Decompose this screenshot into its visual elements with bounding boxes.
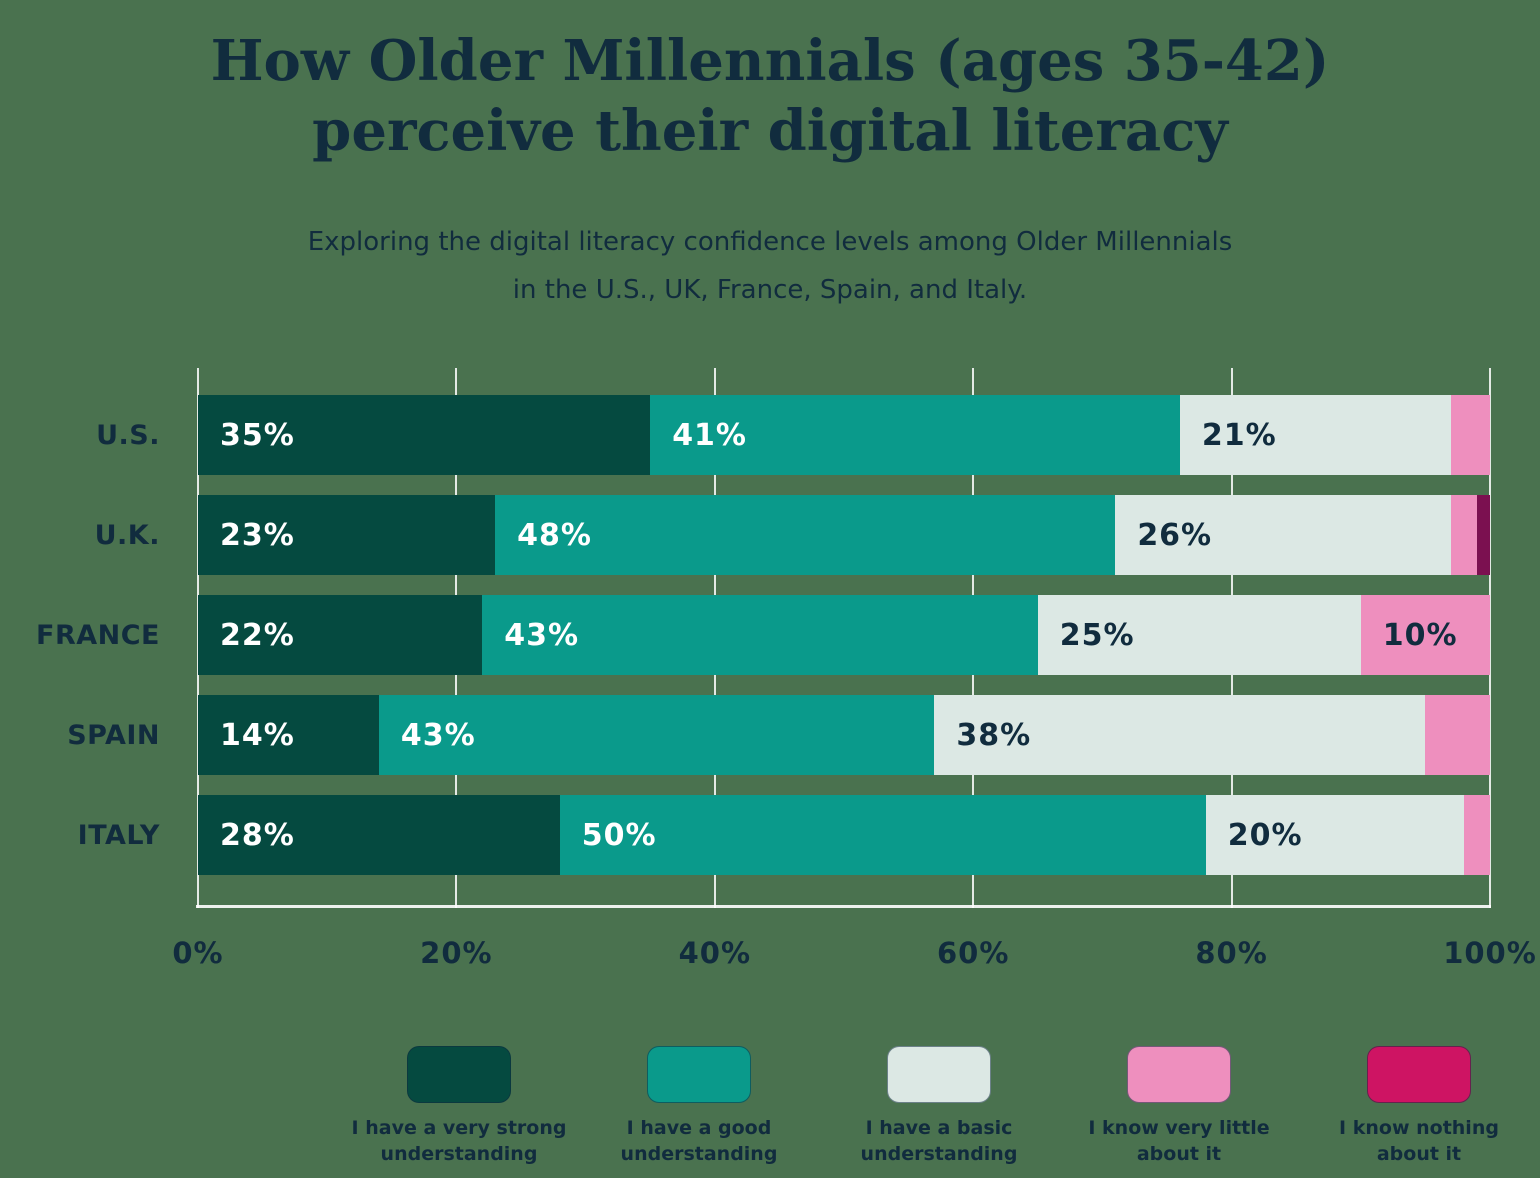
bar-segment: 43% (378, 695, 935, 775)
page-title-line-1: How Older Millennials (ages 35-42) (210, 28, 1330, 94)
x-axis-tick-label: 80% (1195, 936, 1268, 970)
bars: 35% 41% 21% 23% 48% 26% 22% 43% 25% 10% 14% 43% 38% 2… (198, 395, 1490, 895)
bar-value-label: 50% (581, 817, 657, 853)
bar-value-label: 21% (1201, 417, 1277, 453)
bar-row: 22% 43% 25% 10% (198, 595, 1490, 675)
category-label: U.S. (96, 419, 160, 451)
x-axis-tick-label: 40% (678, 936, 752, 970)
category-label: ITALY (77, 819, 160, 851)
legend-swatch (1367, 1046, 1471, 1103)
bar-segment: 21% (1179, 395, 1452, 475)
bar-value-label: 20% (1227, 817, 1303, 853)
bar-segment: 26% (1115, 495, 1452, 575)
category-axis: U.S. U.K. FRANCE SPAIN ITALY (0, 395, 160, 895)
bar-segment: 50% (559, 795, 1206, 875)
bar-value-label: 43% (400, 717, 476, 753)
legend-swatch (647, 1046, 751, 1103)
x-axis-line (196, 905, 1491, 908)
bar-value-label: 41% (672, 417, 747, 453)
bar-value-label: 25% (1059, 617, 1135, 653)
bar-segment: 28% (198, 795, 560, 875)
bar-segment: 22% (198, 595, 483, 675)
legend-item: I have a basic understanding (828, 1046, 1050, 1167)
category-label: FRANCE (36, 619, 160, 651)
bar-segment (1451, 495, 1478, 575)
bar-row: 28% 50% 20% (198, 795, 1490, 875)
legend-swatch (1127, 1046, 1231, 1103)
legend-swatch (887, 1046, 991, 1103)
legend-label: I have a good understanding (620, 1117, 778, 1165)
legend-label: I know very little about it (1088, 1117, 1270, 1165)
page-subtitle-line-2: in the U.S., UK, France, Spain, and Ital… (512, 275, 1028, 306)
page-subtitle: Exploring the digital literacy confidenc… (0, 218, 1540, 314)
bar-value-label: 10% (1382, 617, 1458, 653)
category-label: SPAIN (67, 719, 160, 751)
bar-row: 23% 48% 26% (198, 495, 1490, 575)
bar-segment: 35% (198, 395, 651, 475)
bar-segment (1464, 795, 1490, 875)
legend: I have a very strong understanding I have… (348, 1046, 1530, 1167)
bar-segment: 14% (198, 695, 379, 775)
legend-item: I have a good understanding (588, 1046, 810, 1167)
bar-value-label: 43% (504, 617, 580, 653)
bar-segment: 20% (1205, 795, 1465, 875)
bar-segment: 43% (482, 595, 1038, 675)
bar-segment: 48% (495, 495, 1116, 575)
page-title-line-2: perceive their digital literacy (312, 98, 1228, 164)
legend-item: I know very little about it (1068, 1046, 1290, 1167)
bar-segment (1425, 695, 1490, 775)
gridline (1489, 368, 1491, 908)
legend-label: I have a very strong understanding (351, 1117, 567, 1165)
bar-value-label: 28% (220, 817, 295, 853)
x-axis-tick-label: 60% (936, 936, 1010, 970)
bar-value-label: 38% (956, 717, 1032, 753)
bar-value-label: 48% (517, 517, 592, 553)
bar-row: 35% 41% 21% (198, 395, 1490, 475)
legend-item: I know nothing about it (1308, 1046, 1530, 1167)
legend-label: I have a basic understanding (860, 1117, 1018, 1165)
bar-segment (1451, 395, 1490, 475)
legend-swatch (407, 1046, 511, 1103)
bar-value-label: 35% (220, 417, 295, 453)
legend-label: I know nothing about it (1339, 1117, 1499, 1165)
x-axis-tick-labels: 0% 20% 40% 60% 80% 100% (172, 930, 1535, 978)
bar-value-label: 14% (220, 717, 295, 753)
category-label: U.K. (94, 519, 160, 551)
bar-segment (1477, 495, 1490, 575)
page-subtitle-line-1: Exploring the digital literacy confidenc… (307, 227, 1233, 257)
bar-value-label: 23% (220, 517, 295, 553)
bar-row: 14% 43% 38% (198, 695, 1490, 775)
bar-value-label: 22% (220, 617, 295, 653)
bar-value-label: 26% (1137, 517, 1213, 553)
bar-segment: 25% (1037, 595, 1361, 675)
bar-segment: 38% (934, 695, 1426, 775)
bar-segment: 41% (650, 395, 1180, 475)
bar-segment: 10% (1360, 595, 1490, 675)
x-axis-tick-label: 0% (172, 936, 224, 970)
bar-segment: 23% (198, 495, 496, 575)
x-axis-tick-label: 20% (420, 936, 493, 970)
legend-item: I have a very strong understanding (348, 1046, 570, 1167)
x-axis-tick-label: 100% (1443, 936, 1537, 970)
page-title: How Older Millennials (ages 35-42) perce… (0, 26, 1540, 166)
plot-area: 35% 41% 21% 23% 48% 26% 22% 43% 25% 10% 14% 43% 38% 2… (196, 368, 1491, 908)
